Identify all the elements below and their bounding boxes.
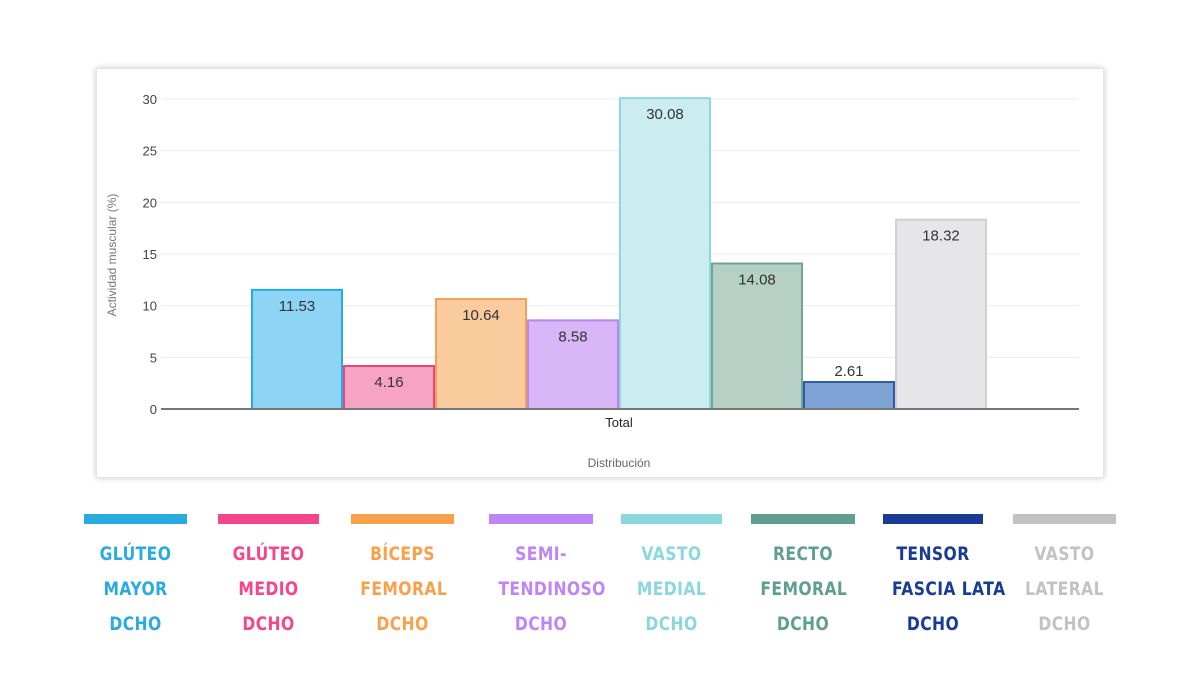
legend-label-line: VASTO (1034, 543, 1095, 565)
legend-label: SEMI- TENDINOSO DCHO (498, 537, 606, 642)
y-axis-title: Actividad muscular (%) (105, 194, 119, 317)
legend-label: VASTO LATERAL DCHO (1022, 537, 1106, 642)
legend-label-line: BÍCEPS (370, 543, 435, 565)
legend-label-line: SEMI- (515, 543, 567, 565)
legend-label-line: DCHO (514, 613, 568, 635)
y-tick-label: 20 (143, 195, 157, 210)
legend-swatch (351, 514, 454, 524)
legend-item[interactable]: TENSOR FASCIA LATA DCHO (883, 514, 1006, 642)
legend-label-line: DCHO (776, 613, 830, 635)
legend-swatch (84, 514, 187, 524)
legend-label-line: FEMORAL (760, 578, 848, 600)
legend-item[interactable]: GLÚTEO MAYOR DCHO (84, 514, 187, 642)
legend-item[interactable]: VASTO LATERAL DCHO (1013, 514, 1116, 642)
legend-label-line: DCHO (645, 613, 698, 635)
legend-swatch (1013, 514, 1116, 524)
data-label: 2.61 (834, 363, 863, 380)
legend-label-line: GLÚTEO (232, 543, 305, 565)
legend-label-line: DCHO (906, 613, 960, 635)
legend-label-line: DCHO (109, 613, 162, 635)
data-label: 10.64 (462, 307, 500, 324)
legend-swatch (751, 514, 855, 524)
data-label: 8.58 (558, 328, 587, 345)
bar[interactable] (435, 298, 527, 410)
legend-label-line: VASTO (641, 543, 702, 565)
bar[interactable] (711, 262, 803, 410)
bar[interactable] (895, 218, 987, 410)
legend-label-line: MAYOR (103, 578, 168, 600)
y-tick-label: 10 (143, 299, 157, 314)
legend-label: VASTO MEDIAL DCHO (630, 537, 713, 642)
bar[interactable] (619, 97, 711, 410)
legend-swatch (218, 514, 319, 524)
legend-item[interactable]: VASTO MEDIAL DCHO (621, 514, 722, 642)
legend-label: TENSOR FASCIA LATA DCHO (892, 537, 1006, 642)
legend-swatch (883, 514, 983, 524)
bar[interactable] (803, 381, 895, 410)
data-label: 14.08 (738, 272, 776, 289)
y-tick-label: 0 (150, 402, 157, 417)
legend-label-line: MEDIAL (636, 578, 707, 600)
bar-chart: 11.53 4.16 10.64 8.58 30.08 14.08 2.61 18.32 0 5… (105, 92, 1079, 470)
legend-item[interactable]: SEMI- TENDINOSO DCHO (489, 514, 606, 642)
data-label: 11.53 (279, 298, 315, 315)
x-category-label: Total (605, 415, 633, 430)
legend-label: BÍCEPS FEMORAL DCHO (360, 537, 448, 642)
legend-label-line: DCHO (242, 613, 295, 635)
legend-item[interactable]: GLÚTEO MEDIO DCHO (218, 514, 319, 642)
legend-label-line: GLÚTEO (99, 543, 172, 565)
legend-label: GLÚTEO MEDIO DCHO (227, 537, 310, 642)
bar[interactable] (343, 365, 435, 411)
chart-card: 11.53 4.16 10.64 8.58 30.08 14.08 2.61 18.32 0 5… (96, 68, 1104, 478)
bar[interactable] (527, 319, 619, 410)
data-label: 30.08 (646, 106, 684, 123)
legend-label-line: RECTO (772, 543, 833, 565)
y-tick-label: 30 (143, 92, 157, 107)
legend-item[interactable]: BÍCEPS FEMORAL DCHO (351, 514, 454, 642)
legend-label-line: FASCIA LATA (892, 578, 1006, 600)
y-tick-label: 15 (143, 247, 157, 262)
legend-label-line: TENSOR (896, 543, 970, 565)
y-tick-label: 5 (150, 350, 157, 365)
data-label: 18.32 (922, 228, 960, 245)
legend-label-line: MEDIO (238, 578, 299, 600)
legend-label: RECTO FEMORAL DCHO (760, 537, 848, 642)
x-axis-title: Distribución (588, 456, 651, 470)
legend-item[interactable]: RECTO FEMORAL DCHO (751, 514, 855, 642)
legend-label-line: DCHO (1038, 613, 1091, 635)
legend-swatch (621, 514, 722, 524)
legend-label-line: LATERAL (1025, 578, 1104, 600)
legend-label: GLÚTEO MAYOR DCHO (93, 537, 177, 642)
legend-swatch (489, 514, 593, 524)
legend-label-line: TENDINOSO (498, 578, 606, 600)
legend-label-line: FEMORAL (360, 578, 448, 600)
y-tick-label: 25 (143, 144, 157, 159)
legend-label-line: DCHO (376, 613, 429, 635)
data-label: 4.16 (374, 374, 403, 391)
